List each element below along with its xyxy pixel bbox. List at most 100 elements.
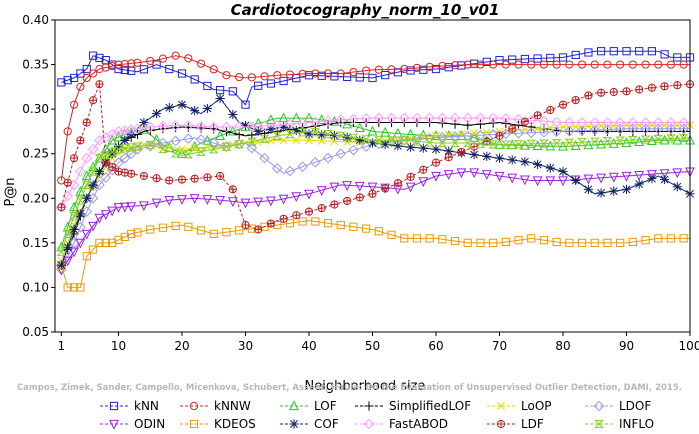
- data-point-marker: [368, 73, 377, 83]
- data-point-marker: [489, 60, 498, 69]
- data-point-marker: [336, 220, 345, 230]
- data-point-marker: [228, 87, 237, 96]
- data-point-marker: [577, 126, 587, 137]
- data-point-marker: [215, 195, 226, 206]
- series-line: [60, 83, 691, 231]
- data-point-marker: [75, 166, 86, 177]
- data-point-marker: [329, 130, 339, 141]
- data-point-marker: [170, 149, 181, 158]
- data-point-marker: [208, 137, 220, 149]
- data-point-marker: [278, 112, 289, 123]
- data-point-marker: [513, 114, 524, 125]
- data-point-marker: [113, 157, 124, 168]
- data-point-marker: [660, 82, 669, 91]
- data-point-marker: [603, 238, 612, 247]
- data-point-marker: [374, 227, 383, 236]
- data-point-marker: [398, 112, 410, 124]
- data-point-marker: [265, 196, 276, 207]
- data-point-marker: [463, 60, 472, 69]
- data-point-marker: [583, 174, 594, 185]
- data-point-marker: [241, 100, 250, 109]
- data-point-marker: [284, 165, 296, 177]
- data-point-marker: [190, 174, 199, 183]
- data-point-marker: [215, 93, 225, 104]
- data-point-marker: [203, 81, 212, 91]
- data-point-marker: [520, 54, 529, 64]
- data-point-marker: [520, 117, 530, 126]
- data-point-marker: [538, 126, 550, 138]
- data-point-marker: [495, 56, 504, 65]
- data-point-marker: [354, 122, 365, 132]
- watermark-citation: Campos, Zimek, Sander, Campello, Micenko…: [17, 383, 682, 393]
- data-point-marker: [311, 217, 320, 226]
- chart-title: Cardiotocography_norm_10_v01: [231, 1, 500, 19]
- data-point-marker: [152, 60, 161, 69]
- data-point-marker: [95, 53, 104, 62]
- data-point-marker: [457, 147, 466, 157]
- data-point-marker: [317, 136, 326, 145]
- data-point-marker: [76, 136, 85, 145]
- data-point-marker: [95, 80, 104, 89]
- data-point-marker: [75, 238, 86, 249]
- data-point-marker: [139, 117, 149, 128]
- data-point-marker: [418, 143, 428, 153]
- data-point-marker: [525, 127, 537, 139]
- data-point-marker: [132, 142, 143, 151]
- data-point-marker: [335, 131, 346, 140]
- data-point-marker: [546, 123, 555, 132]
- data-point-marker: [348, 113, 359, 125]
- data-point-marker: [203, 143, 212, 152]
- data-point-marker: [202, 103, 212, 114]
- data-point-marker: [63, 76, 72, 85]
- data-point-marker: [487, 129, 499, 140]
- data-point-marker: [126, 202, 137, 213]
- data-point-marker: [139, 171, 149, 181]
- data-point-marker: [367, 182, 378, 193]
- data-point-marker: [170, 120, 181, 131]
- data-point-marker: [501, 237, 510, 247]
- series-COF: [56, 93, 695, 270]
- data-point-marker: [450, 119, 460, 129]
- data-point-marker: [196, 59, 206, 68]
- data-point-marker: [62, 190, 74, 202]
- series-kNNW: [57, 51, 690, 185]
- data-point-marker: [139, 65, 149, 74]
- legend-marker: [497, 402, 505, 410]
- data-point-marker: [614, 117, 626, 128]
- data-point-marker: [387, 65, 396, 74]
- data-point-marker: [641, 60, 650, 69]
- data-point-marker: [348, 144, 359, 156]
- x-tick-label: 10: [111, 339, 126, 353]
- data-point-marker: [127, 229, 136, 239]
- data-point-marker: [88, 221, 99, 232]
- data-point-marker: [533, 111, 542, 120]
- data-point-marker: [514, 236, 523, 245]
- data-point-marker: [171, 51, 180, 60]
- legend-item-kNNW: kNNW: [180, 399, 251, 413]
- data-point-marker: [475, 119, 486, 129]
- data-point-marker: [215, 130, 226, 140]
- data-point-marker: [63, 127, 72, 136]
- data-point-marker: [113, 131, 124, 142]
- legend-item-LOF: LOF: [280, 399, 337, 413]
- data-point-marker: [487, 112, 499, 124]
- legend-item-FastABOD: FastABOD: [355, 417, 448, 431]
- legend-item-INFLO: INFLO: [585, 417, 654, 431]
- data-point-marker: [393, 179, 403, 188]
- data-point-marker: [88, 180, 98, 190]
- data-point-marker: [501, 60, 510, 69]
- data-point-marker: [240, 120, 251, 131]
- data-point-marker: [355, 193, 364, 202]
- series-line: [61, 50, 690, 106]
- data-point-marker: [304, 112, 314, 123]
- y-tick-label: 0.40: [22, 13, 49, 27]
- data-point-marker: [89, 245, 98, 254]
- data-point-marker: [614, 123, 626, 135]
- data-point-marker: [304, 207, 314, 216]
- data-point-marker: [108, 238, 117, 247]
- data-point-marker: [558, 166, 568, 177]
- data-point-marker: [640, 123, 651, 135]
- data-point-marker: [659, 134, 670, 145]
- data-point-marker: [527, 60, 536, 69]
- data-point-marker: [254, 225, 263, 234]
